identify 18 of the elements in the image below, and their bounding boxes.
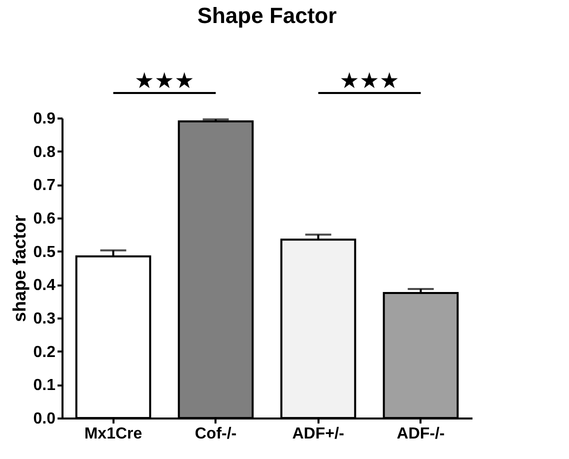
chart-title: Shape Factor — [197, 3, 338, 28]
x-tick-label: ADF+/- — [292, 426, 344, 442]
y-tick-label: 0.4 — [33, 277, 56, 294]
y-tick-label: 0.5 — [33, 244, 56, 261]
x-tick-label: Mx1Cre — [84, 426, 142, 442]
y-tick-label: 0.9 — [33, 110, 56, 128]
y-tick-label: 0.6 — [33, 210, 56, 228]
y-tick-label: 0.3 — [33, 310, 56, 328]
text: ★★★ — [134, 68, 194, 93]
y-tick-label: 0.7 — [33, 177, 56, 194]
y-tick-label: 0.8 — [33, 144, 56, 161]
x-tick-label: ADF-/- — [396, 426, 445, 442]
x-tick-label: Cof-/- — [194, 426, 237, 442]
y-tick-label: 0.1 — [33, 377, 56, 394]
y-axis-title: shape factor — [9, 214, 30, 322]
text: ★★★ — [340, 68, 400, 93]
y-tick-label: 0.2 — [33, 344, 56, 361]
y-tick-label: 0.0 — [33, 410, 56, 428]
